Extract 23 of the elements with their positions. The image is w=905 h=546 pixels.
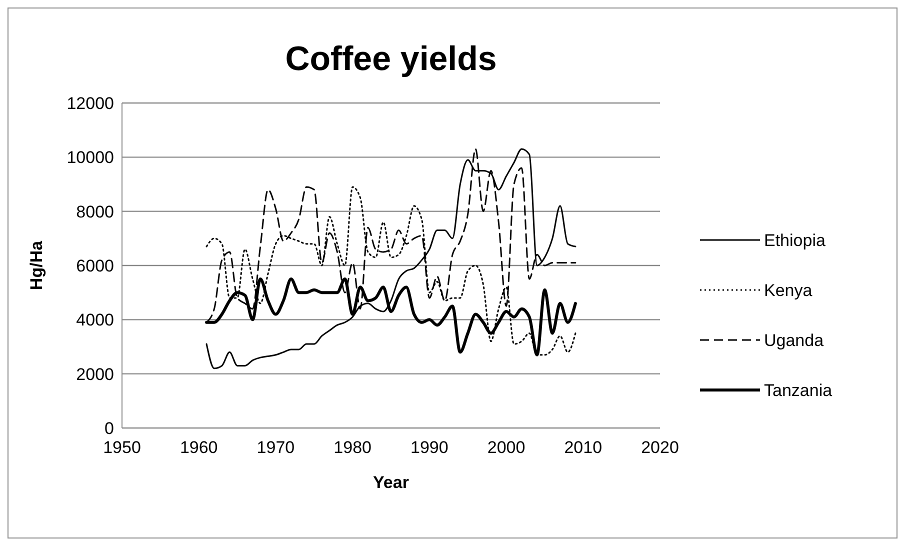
x-tick-label: 2000	[487, 438, 526, 457]
y-tick-label: 0	[104, 418, 114, 438]
y-tick-label: 8000	[76, 202, 114, 222]
x-tick-label: 2010	[564, 438, 602, 457]
x-tick-label: 1990	[410, 438, 448, 457]
y-tick-label: 10000	[66, 148, 114, 168]
x-axis-title: Year	[373, 473, 410, 492]
y-tick-label: 2000	[76, 364, 114, 384]
legend-label: Tanzania	[764, 380, 833, 400]
legend-label: Uganda	[764, 330, 824, 350]
y-tick-label: 12000	[66, 94, 114, 113]
chart-title: Coffee yields	[285, 40, 497, 78]
legend-label: Kenya	[764, 280, 813, 300]
x-tick-label: 1960	[180, 438, 218, 457]
x-tick-label: 1980	[334, 438, 372, 457]
line-series	[206, 148, 576, 370]
x-tick-label: 1950	[103, 438, 141, 457]
y-tick-label: 6000	[76, 256, 114, 276]
y-tick-label: 4000	[76, 310, 114, 330]
legend-label: Ethiopia	[764, 230, 826, 250]
x-tick-label: 2020	[641, 438, 679, 457]
x-tick-label: 1970	[256, 438, 295, 457]
y-axis-title: Hg/Ha	[27, 240, 46, 290]
